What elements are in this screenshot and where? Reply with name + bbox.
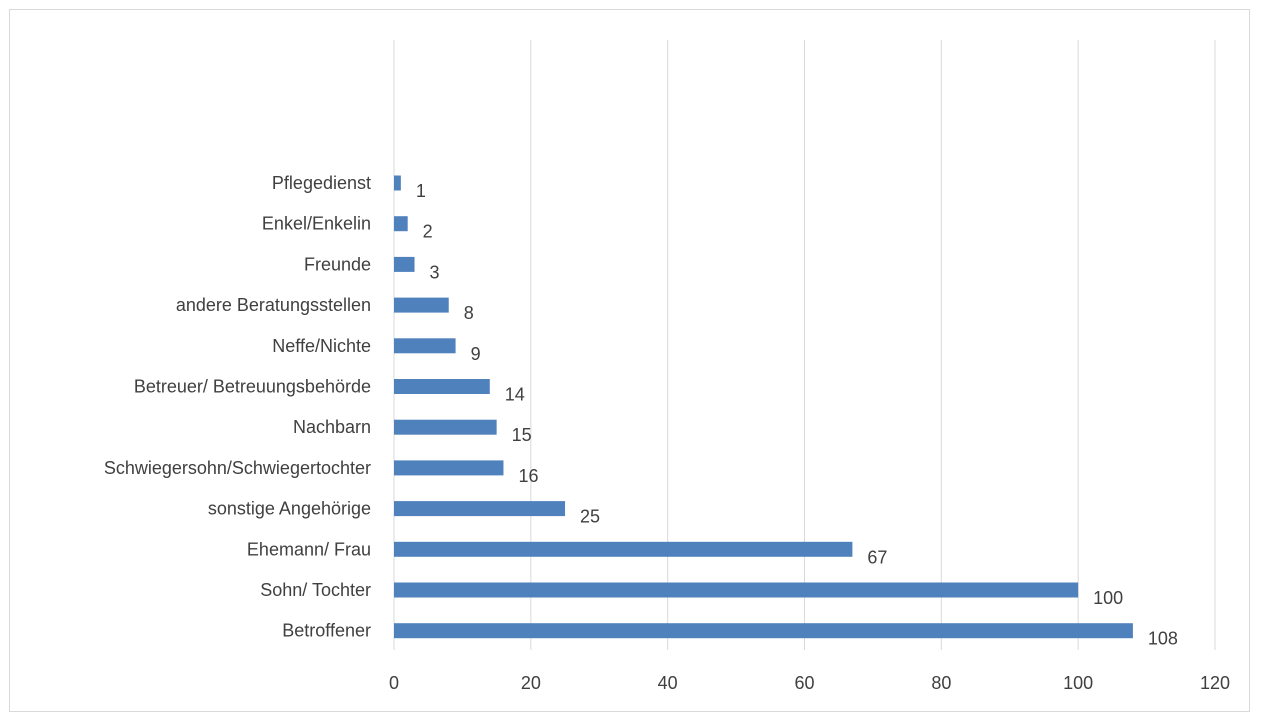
x-tick-labels: 0 20 40 60 80 100 120 <box>389 673 1230 693</box>
bars <box>394 175 1133 639</box>
category-label: Pflegedienst <box>272 173 371 193</box>
data-label: 15 <box>512 425 532 445</box>
data-label: 25 <box>580 507 600 527</box>
bar <box>394 216 408 232</box>
data-labels: 1 2 3 8 9 14 15 16 25 67 100 108 <box>416 181 1178 649</box>
bar <box>394 582 1079 598</box>
bar <box>394 175 401 191</box>
data-label: 3 <box>430 262 440 282</box>
bar <box>394 297 449 313</box>
gridlines <box>393 40 1216 650</box>
bar <box>394 623 1133 639</box>
x-tick-label: 20 <box>521 673 541 693</box>
data-label: 16 <box>518 466 538 486</box>
x-tick-label: 100 <box>1063 673 1093 693</box>
category-label: Betroffener <box>282 621 371 641</box>
category-label: Enkel/Enkelin <box>262 214 371 234</box>
category-label: Freunde <box>304 254 371 274</box>
data-label: 14 <box>505 385 525 405</box>
category-label: sonstige Angehörige <box>208 499 371 519</box>
bar <box>394 501 566 517</box>
bar <box>394 541 853 557</box>
data-label: 108 <box>1148 629 1178 649</box>
category-label: Nachbarn <box>293 417 371 437</box>
category-label: andere Beratungsstellen <box>176 295 371 315</box>
data-label: 9 <box>471 344 481 364</box>
x-tick-label: 0 <box>389 673 399 693</box>
category-label: Ehemann/ Frau <box>247 539 371 559</box>
bar <box>394 338 456 354</box>
category-label: Sohn/ Tochter <box>260 580 371 600</box>
category-labels: Pflegedienst Enkel/Enkelin Freunde andere B… <box>104 173 371 641</box>
bar <box>394 256 415 272</box>
data-label: 1 <box>416 181 426 201</box>
data-label: 67 <box>867 547 887 567</box>
data-label: 100 <box>1093 588 1123 608</box>
category-label: Neffe/Nichte <box>272 336 371 356</box>
x-tick-label: 40 <box>658 673 678 693</box>
category-label: Betreuer/ Betreuungsbehörde <box>134 377 371 397</box>
x-tick-label: 60 <box>794 673 814 693</box>
bar <box>394 460 504 476</box>
x-tick-label: 120 <box>1200 673 1230 693</box>
bar <box>394 379 490 394</box>
x-tick-label: 80 <box>931 673 951 693</box>
category-label: Schwiegersohn/Schwiegertochter <box>104 458 371 478</box>
bar <box>394 419 497 435</box>
data-label: 8 <box>464 303 474 323</box>
data-label: 2 <box>423 222 433 242</box>
